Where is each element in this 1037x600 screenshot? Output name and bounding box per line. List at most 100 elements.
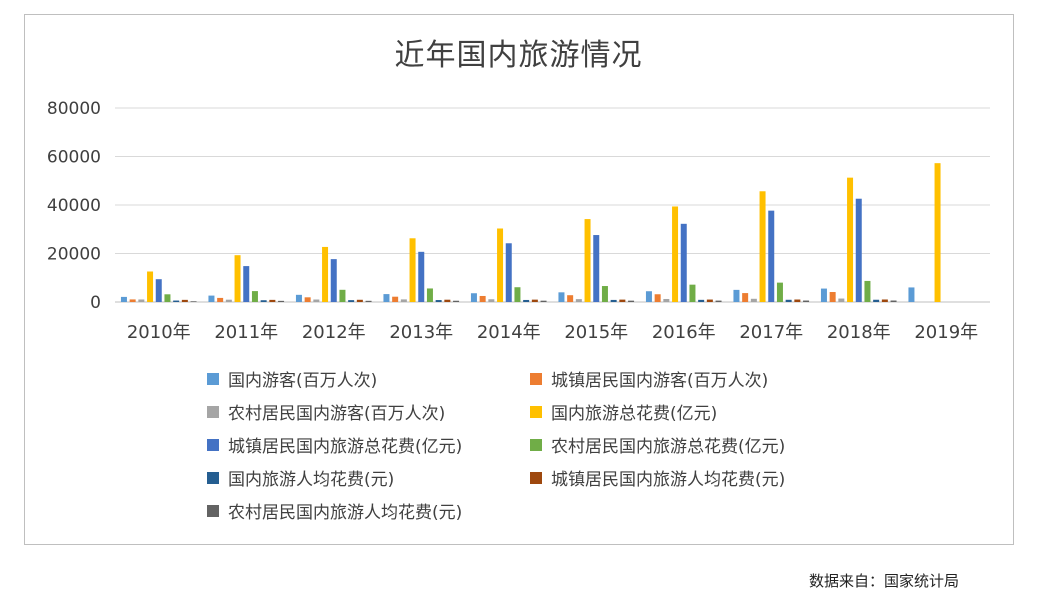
- bar: [409, 238, 416, 302]
- legend-label: 城镇居民国内旅游人均花费(元): [551, 470, 786, 490]
- bar: [138, 299, 145, 302]
- legend-swatch: [207, 405, 219, 418]
- bar: [689, 284, 696, 302]
- bar: [847, 177, 854, 302]
- bar: [890, 300, 897, 302]
- bar: [208, 295, 215, 302]
- bar: [505, 243, 512, 302]
- bar: [418, 251, 425, 302]
- bar: [470, 293, 477, 302]
- x-axis-ticks: 2010年 2011年 2012年 2013年 2014年 2015年 2016年 2017年…: [127, 322, 978, 343]
- bar: [155, 279, 162, 302]
- legend-item: 城镇居民国内游客(百万人次): [530, 366, 768, 391]
- legend-item: 国内游客(百万人次): [207, 366, 377, 391]
- bar: [776, 282, 783, 302]
- bar: [479, 295, 486, 302]
- bar: [190, 301, 197, 302]
- bar: [881, 299, 888, 302]
- legend-label: 农村居民国内旅游人均花费(元): [228, 503, 463, 523]
- legend-swatch: [207, 471, 219, 484]
- bar: [304, 297, 311, 302]
- x-tick-label: 2019年: [914, 322, 978, 343]
- legend-label: 国内游客(百万人次): [228, 371, 378, 391]
- bar: [584, 219, 591, 302]
- bar: [444, 299, 451, 302]
- legend-swatch: [207, 438, 219, 451]
- bar: [829, 292, 836, 302]
- bar: [575, 299, 582, 302]
- x-tick-label: 2014年: [477, 322, 541, 343]
- bar: [864, 280, 871, 302]
- bar: [120, 296, 127, 302]
- x-tick-label: 2013年: [389, 322, 453, 343]
- y-tick-label: 80000: [47, 99, 101, 119]
- legend-swatch: [530, 438, 542, 451]
- bar: [383, 294, 390, 302]
- bar: [934, 163, 941, 302]
- bar: [523, 299, 530, 302]
- bar: [855, 198, 862, 302]
- legend-label: 国内旅游总花费(亿元): [551, 404, 718, 424]
- bar: [269, 299, 276, 302]
- bar: [785, 299, 792, 302]
- bar: [435, 300, 442, 302]
- bar: [400, 299, 407, 302]
- bar: [129, 299, 136, 302]
- bar: [820, 288, 827, 302]
- legend-label: 农村居民国内游客(百万人次): [228, 404, 446, 424]
- bar: [488, 299, 495, 302]
- bar: [680, 223, 687, 302]
- bar: [225, 299, 232, 302]
- legend-swatch: [530, 405, 542, 418]
- x-tick-label: 2018年: [827, 322, 891, 343]
- bar: [750, 298, 757, 302]
- bar: [181, 299, 188, 302]
- bar: [426, 288, 433, 302]
- y-tick-label: 40000: [47, 196, 101, 216]
- bar: [619, 299, 626, 302]
- legend-label: 农村居民国内旅游总花费(亿元): [551, 437, 786, 457]
- bar: [243, 266, 250, 302]
- bar: [567, 295, 574, 302]
- bar: [610, 299, 617, 302]
- bar: [497, 228, 504, 302]
- bar: [295, 294, 302, 302]
- bar: [540, 300, 547, 302]
- legend-swatch: [530, 372, 542, 385]
- legend-item: 农村居民国内旅游总花费(亿元): [530, 432, 785, 457]
- gridlines: [115, 107, 990, 303]
- x-tick-label: 2016年: [652, 322, 716, 343]
- bar: [768, 210, 775, 302]
- bar: [173, 300, 180, 302]
- legend-label: 城镇居民国内游客(百万人次): [551, 371, 769, 391]
- bar: [706, 299, 713, 302]
- bar: [251, 291, 258, 302]
- legend-item: 城镇居民国内旅游总花费(亿元): [207, 432, 462, 457]
- bar: [514, 287, 521, 302]
- legend-label: 国内旅游人均花费(元): [228, 470, 395, 490]
- y-tick-label: 20000: [47, 245, 101, 265]
- y-axis-ticks: 0 20000 40000 60000 80000: [47, 99, 101, 313]
- x-tick-label: 2015年: [564, 322, 628, 343]
- bar: [147, 271, 154, 302]
- bar: [531, 299, 538, 302]
- x-tick-label: 2011年: [214, 322, 278, 343]
- bar: [234, 255, 241, 302]
- legend-item: 国内旅游人均花费(元): [207, 465, 394, 490]
- bar: [803, 300, 810, 302]
- bar: [348, 300, 355, 302]
- bar: [322, 246, 329, 302]
- source-note: 数据来自：国家统计局: [808, 572, 959, 590]
- bar: [838, 298, 845, 302]
- bar: [356, 299, 363, 302]
- bar: [339, 289, 346, 302]
- bar: [392, 296, 399, 302]
- chart-title: 近年国内旅游情况: [394, 38, 643, 73]
- bar: [365, 300, 372, 302]
- bar: [908, 287, 915, 302]
- bar: [742, 293, 749, 302]
- bar: [278, 300, 285, 302]
- y-tick-label: 60000: [47, 148, 101, 168]
- bar: [663, 298, 670, 302]
- legend-swatch: [530, 471, 542, 484]
